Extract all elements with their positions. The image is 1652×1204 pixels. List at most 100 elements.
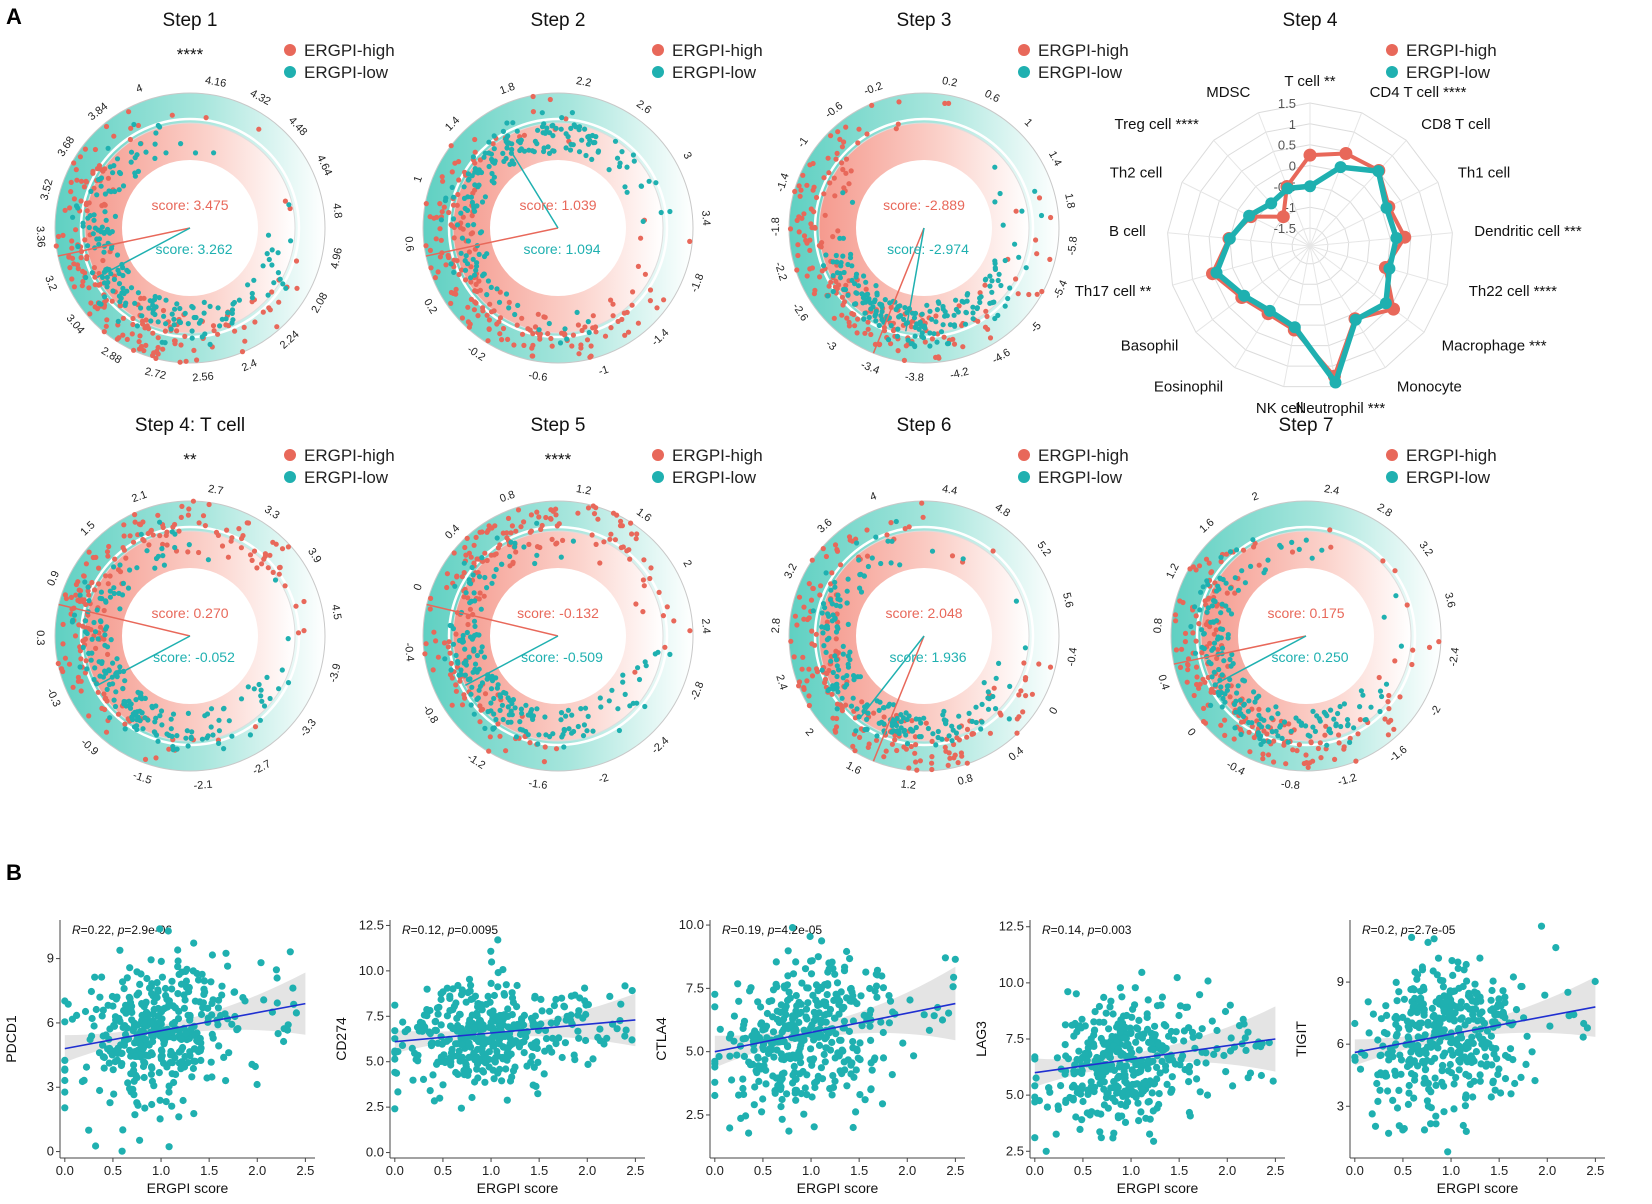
low-point xyxy=(127,705,134,711)
scatter-point xyxy=(798,979,806,987)
low-point xyxy=(1347,739,1353,746)
high-point xyxy=(832,542,839,548)
high-point xyxy=(103,695,109,701)
high-point xyxy=(440,178,446,184)
high-point xyxy=(1196,685,1202,691)
scatter-point xyxy=(739,1084,747,1093)
high-point xyxy=(917,758,924,764)
scatter-point xyxy=(477,1022,485,1030)
low-point xyxy=(245,684,251,690)
high-point xyxy=(1256,562,1262,568)
scatter-point xyxy=(479,1049,487,1057)
high-point xyxy=(801,616,807,622)
high-point xyxy=(439,174,445,180)
high-point xyxy=(1308,740,1314,746)
low-point xyxy=(139,313,145,319)
low-point xyxy=(77,664,83,670)
high-point xyxy=(449,169,455,175)
low-point xyxy=(1000,222,1006,228)
low-point xyxy=(451,269,457,275)
low-point xyxy=(264,251,270,257)
scatter-point xyxy=(758,1108,766,1116)
low-point xyxy=(438,217,444,223)
high-point xyxy=(895,348,901,354)
low-score-label: score: -0.509 xyxy=(521,649,603,665)
high-point xyxy=(987,730,994,736)
low-point xyxy=(135,290,141,296)
scatter-point xyxy=(814,953,822,961)
low-point xyxy=(156,295,162,301)
high-point xyxy=(949,553,956,559)
high-point xyxy=(1193,638,1199,644)
low-point xyxy=(862,726,868,733)
high-point xyxy=(833,278,839,284)
high-point xyxy=(1034,251,1040,257)
low-point xyxy=(276,686,282,692)
low-point xyxy=(1277,723,1284,729)
scatter-point xyxy=(1118,993,1126,1001)
scatter-point xyxy=(473,1009,481,1017)
low-point xyxy=(1218,610,1224,616)
x-tick-label: 0.5 xyxy=(754,1163,772,1178)
scatter-point xyxy=(1446,1060,1454,1069)
scatter-point xyxy=(949,983,957,991)
high-point xyxy=(812,642,818,648)
low-point xyxy=(509,701,515,707)
high-point xyxy=(1281,742,1287,748)
scatter-point xyxy=(1069,1094,1077,1102)
high-point xyxy=(215,331,221,337)
scatter-point xyxy=(1269,1077,1277,1085)
scatter-point xyxy=(1078,1116,1086,1124)
scatter-point xyxy=(164,927,172,935)
scatter-point xyxy=(457,1033,465,1041)
low-point xyxy=(491,695,497,702)
low-point xyxy=(265,292,271,298)
scatter-point xyxy=(191,1057,199,1065)
x-tick-label: 2.0 xyxy=(898,1163,916,1178)
scatter-point xyxy=(218,982,226,990)
low-point xyxy=(870,304,876,310)
high-point xyxy=(525,326,531,332)
scatter-point xyxy=(1045,1084,1053,1092)
x-tick-label: 0.0 xyxy=(56,1163,74,1178)
high-point xyxy=(121,522,127,528)
high-point xyxy=(245,520,252,526)
low-point xyxy=(199,736,205,742)
low-point xyxy=(863,279,869,285)
low-point xyxy=(1012,241,1018,247)
scatter-point xyxy=(1196,991,1204,999)
high-point xyxy=(825,155,831,161)
low-point xyxy=(500,716,506,723)
high-point xyxy=(82,670,88,676)
low-point xyxy=(956,713,962,719)
angle-tick-label: 2.8 xyxy=(1375,501,1394,519)
high-point xyxy=(1185,661,1191,667)
low-point xyxy=(565,707,572,713)
scatter-point xyxy=(118,1147,126,1155)
low-point xyxy=(97,227,103,234)
high-point xyxy=(445,644,451,650)
low-point xyxy=(476,251,482,257)
low-point xyxy=(1227,549,1234,555)
high-point xyxy=(1347,735,1353,742)
high-point xyxy=(640,609,646,615)
low-point xyxy=(1258,741,1264,748)
low-point xyxy=(245,282,251,288)
scatter-point xyxy=(792,992,800,1000)
low-point xyxy=(1205,581,1211,588)
high-point xyxy=(868,331,874,338)
high-point xyxy=(1318,755,1324,761)
y-axis-title: CD274 xyxy=(333,1017,349,1061)
scatter-point xyxy=(1133,1024,1141,1032)
high-point xyxy=(590,325,596,331)
scatter-point xyxy=(836,1036,844,1044)
scatter-point xyxy=(1061,1070,1069,1078)
high-point xyxy=(109,298,115,304)
low-point xyxy=(558,717,564,723)
scatter-point xyxy=(158,1047,166,1055)
low-point xyxy=(568,125,574,131)
low-point xyxy=(518,137,524,143)
high-point xyxy=(219,543,226,549)
scatter-point xyxy=(1140,1079,1148,1087)
high-point xyxy=(833,648,839,654)
